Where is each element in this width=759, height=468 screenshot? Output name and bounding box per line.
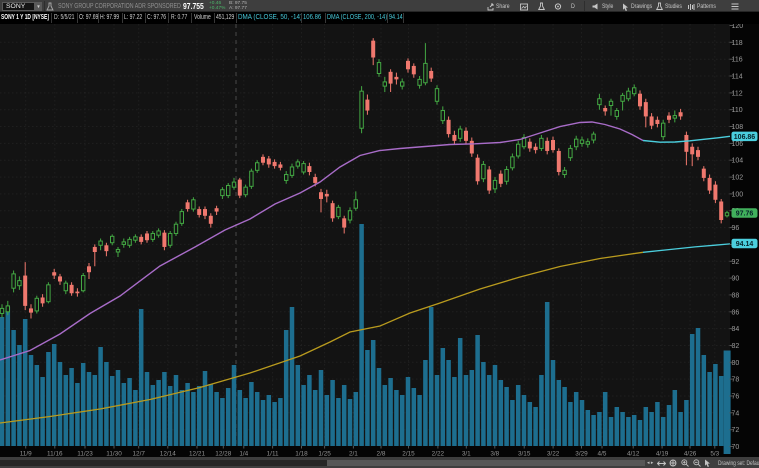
svg-text:74: 74 [732,410,740,417]
svg-text:2/1: 2/1 [349,451,358,458]
svg-text:4/5: 4/5 [598,451,607,458]
svg-text:90: 90 [732,276,740,283]
svg-text:86: 86 [732,309,740,316]
svg-text:11/30: 11/30 [106,451,122,458]
svg-text:76: 76 [732,394,740,401]
svg-text:70: 70 [732,444,740,451]
svg-text:97.76: 97.76 [736,211,754,218]
svg-text:2/8: 2/8 [377,451,386,458]
svg-text:104: 104 [732,158,744,165]
svg-text:11/9: 11/9 [20,451,32,458]
svg-text:2/22: 2/22 [432,451,445,458]
svg-text:12/21: 12/21 [189,451,205,458]
svg-text:100: 100 [732,191,744,198]
svg-text:102: 102 [732,175,744,182]
svg-text:106.86: 106.86 [734,134,756,141]
svg-text:94.14: 94.14 [736,241,754,248]
svg-text:110: 110 [732,107,743,114]
svg-text:5/3: 5/3 [710,451,719,458]
svg-text:106: 106 [732,141,744,148]
svg-text:82: 82 [732,343,740,350]
svg-text:12/7: 12/7 [132,451,145,458]
svg-text:84: 84 [732,326,740,333]
svg-text:116: 116 [732,57,743,64]
svg-text:2/15: 2/15 [402,451,415,458]
svg-text:4/26: 4/26 [684,451,697,458]
svg-text:120: 120 [732,24,744,30]
svg-text:1/11: 1/11 [267,451,279,458]
svg-text:11/23: 11/23 [77,451,93,458]
svg-text:1/18: 1/18 [295,451,308,458]
svg-text:3/22: 3/22 [547,451,560,458]
svg-text:80: 80 [732,360,740,367]
svg-text:1/4: 1/4 [239,451,248,458]
svg-text:108: 108 [732,124,744,131]
svg-text:78: 78 [732,377,740,384]
svg-text:96: 96 [732,225,740,232]
svg-text:3/29: 3/29 [575,451,588,458]
svg-text:72: 72 [732,427,740,434]
svg-text:3/1: 3/1 [462,451,471,458]
svg-text:11/16: 11/16 [47,451,63,458]
svg-text:3/8: 3/8 [490,451,499,458]
svg-text:88: 88 [732,292,740,299]
svg-text:112: 112 [732,90,743,97]
svg-text:92: 92 [732,259,740,266]
svg-text:3/15: 3/15 [518,451,531,458]
svg-text:12/14: 12/14 [160,451,176,458]
svg-text:118: 118 [732,40,743,47]
svg-text:1/25: 1/25 [318,451,331,458]
svg-text:4/19: 4/19 [656,451,669,458]
svg-text:12/28: 12/28 [215,451,231,458]
svg-text:4/12: 4/12 [627,451,640,458]
svg-text:114: 114 [732,74,743,81]
